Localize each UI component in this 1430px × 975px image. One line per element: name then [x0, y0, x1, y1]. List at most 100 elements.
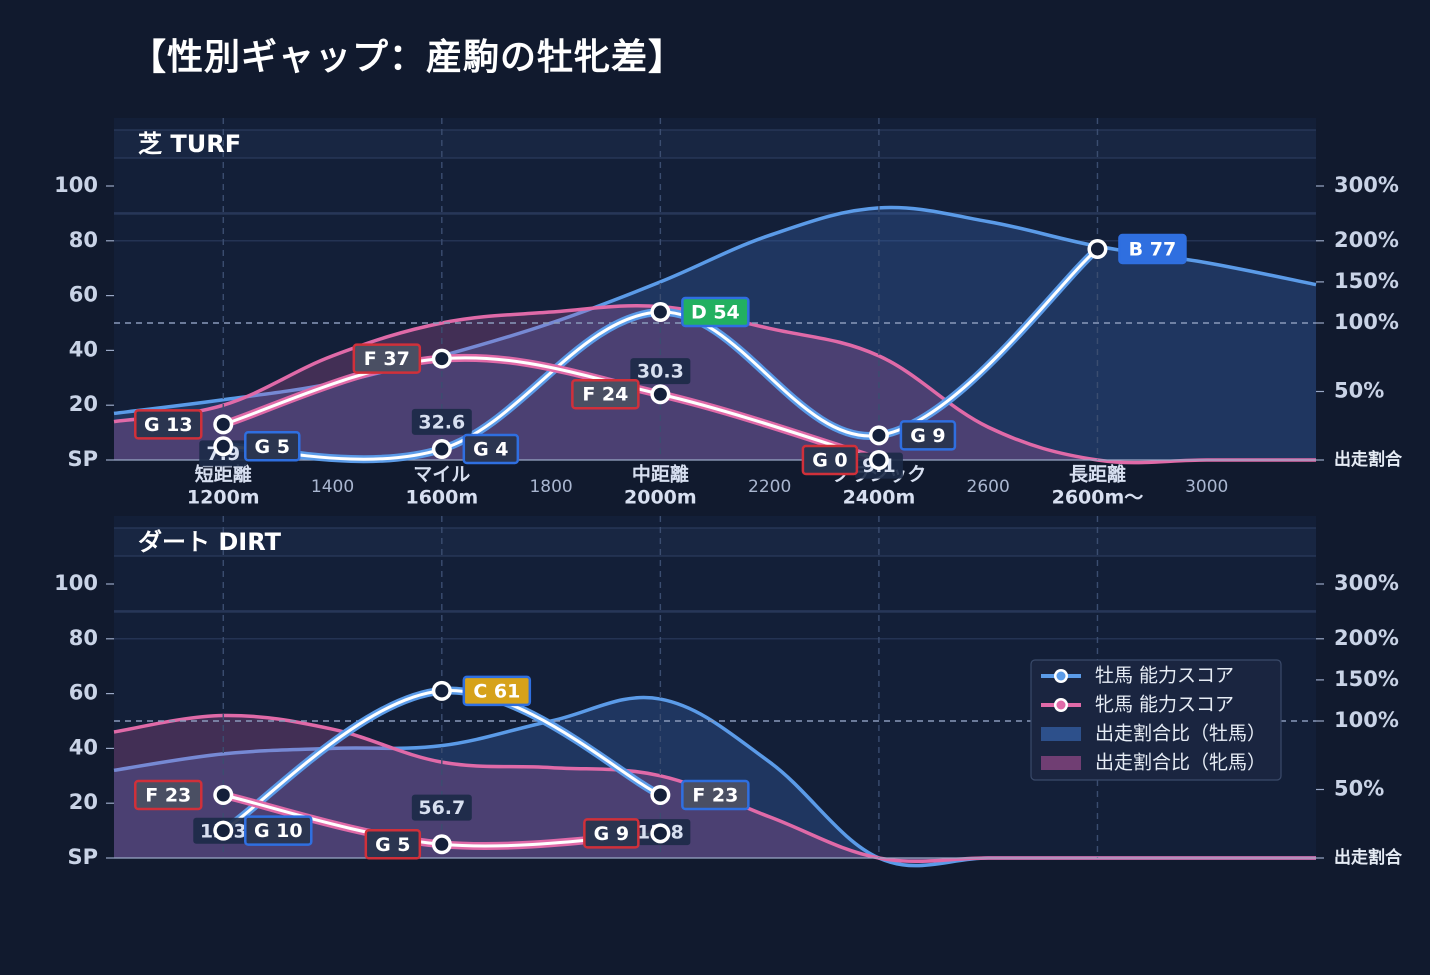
right-axis-tick-label: 50%: [1334, 777, 1384, 801]
y-tick-label: 80: [69, 626, 98, 650]
female-grade-badge: [134, 409, 203, 440]
score-marker: [435, 352, 449, 366]
right-axis-tick-label: 150%: [1334, 667, 1399, 691]
score-marker: [216, 417, 230, 431]
legend-label: 出走割合比（牝馬）: [1095, 752, 1266, 774]
grade-badge-label: F 23: [145, 784, 191, 806]
right-axis-tick-label: 100%: [1334, 310, 1399, 334]
y-tick-label: 20: [69, 790, 98, 814]
panel-label: 芝 TURF: [138, 130, 241, 158]
right-axis-tick-label: 50%: [1334, 379, 1384, 403]
y-tick-label: 40: [69, 735, 98, 759]
x-minor-tick: 1400: [311, 477, 354, 497]
female-grade-badge: [571, 378, 640, 410]
right-axis-tick-label: 200%: [1334, 626, 1399, 650]
y-tick-label: 20: [69, 392, 98, 416]
grade-badge-label: G 5: [255, 436, 290, 458]
score-marker: [872, 453, 886, 467]
score-marker: [653, 305, 667, 319]
male-grade-badge: [681, 779, 750, 811]
right-axis-tick-label: 300%: [1334, 173, 1399, 197]
score-marker: [435, 684, 449, 698]
turf-panel: SP 20 40 60 80 100 出走割合 50% 100% 150% 200% 300% 芝 TU…: [54, 118, 1403, 509]
x-category-label: マイル: [413, 464, 470, 486]
score-marker: [653, 826, 667, 840]
grade-badge-label: G 5: [375, 834, 410, 856]
grade-badge-label: G 9: [910, 425, 945, 447]
y-tick-label: 80: [69, 228, 98, 252]
legend-label: 牡馬 能力スコア: [1095, 665, 1234, 687]
grade-badge-label: G 10: [254, 820, 303, 842]
grade-badge-label: G 4: [473, 439, 508, 461]
grade-badge-label: C 61: [473, 680, 520, 702]
legend-marker-dot: [1056, 671, 1066, 681]
x-minor-tick: 2600: [967, 477, 1010, 497]
x-category-sub: 1600m: [405, 487, 478, 509]
right-axis-tick-label: 出走割合: [1334, 449, 1403, 470]
x-category-label: 長距離: [1069, 463, 1126, 486]
male-grade-badge: [681, 296, 750, 328]
legend-label: 出走割合比（牡馬）: [1095, 723, 1266, 745]
score-marker: [216, 439, 230, 453]
male-grade-badge: [462, 675, 532, 707]
y-tick-label: SP: [67, 845, 98, 869]
panel-header-band: [114, 528, 1316, 556]
gap-value-label: 30.3: [637, 361, 684, 383]
score-marker: [1090, 242, 1104, 256]
legend-area-swatch: [1041, 756, 1081, 770]
score-marker: [216, 824, 230, 838]
grade-badge-label: G 0: [812, 450, 847, 472]
right-axis-tick-label: 150%: [1334, 269, 1399, 293]
female-grade-badge: [364, 829, 422, 860]
female-score-line: [221, 356, 881, 462]
legend-marker-dot: [1056, 700, 1066, 710]
grade-badge-label: F 37: [364, 348, 410, 370]
x-minor-tick: 3000: [1185, 477, 1228, 497]
female-grade-badge: [134, 779, 203, 811]
grade-badge-label: B 77: [1129, 239, 1177, 261]
x-category-label: 中距離: [632, 463, 689, 486]
grade-badge-label: G 9: [594, 823, 629, 845]
x-category-sub: 1200m: [187, 487, 260, 509]
score-marker: [435, 442, 449, 456]
legend-label: 牝馬 能力スコア: [1095, 694, 1234, 716]
right-axis-tick-label: 出走割合: [1334, 847, 1403, 868]
x-category-sub: 2000m: [624, 487, 697, 509]
right-axis-tick-label: 200%: [1334, 228, 1399, 252]
grade-badge-label: F 24: [582, 384, 628, 406]
legend-box: [1030, 659, 1282, 781]
gap-value-box: [411, 794, 472, 821]
grade-badge-label: F 23: [692, 784, 738, 806]
male-grade-badge: [899, 420, 957, 451]
female-grade-badge: [352, 343, 422, 374]
gap-value-label: 56.7: [418, 797, 465, 819]
y-tick-label: 40: [69, 337, 98, 361]
score-marker: [216, 788, 230, 802]
male-grade-badge: [244, 815, 313, 846]
score-marker: [435, 837, 449, 851]
x-category-label: 短距離: [195, 463, 252, 486]
male-grade-badge: [1118, 233, 1187, 265]
panel-background: [114, 118, 1316, 460]
male-grade-badge: [244, 431, 301, 462]
dirt-panel: SP 20 40 60 80 100 出走割合 50% 100% 150% 200% 300% ダート …: [54, 516, 1403, 869]
score-marker: [653, 387, 667, 401]
panel-header-band: [114, 130, 1316, 158]
male-grade-badge: [462, 433, 520, 465]
ratio-area-female: [114, 715, 1316, 862]
gap-value-box: [411, 408, 472, 435]
female-grade-badge: [801, 444, 859, 476]
panel-label: ダート DIRT: [138, 528, 282, 556]
legend-area-swatch: [1041, 727, 1081, 741]
score-marker: [653, 788, 667, 802]
score-marker: [872, 428, 886, 442]
right-axis-tick-label: 100%: [1334, 708, 1399, 732]
right-axis-tick-label: 300%: [1334, 571, 1399, 595]
page-title: 【性別ギャップ：産駒の牡牝差】: [130, 37, 686, 78]
x-minor-tick: 1800: [529, 477, 572, 497]
y-tick-label: 100: [54, 571, 98, 595]
gap-value-label: 32.6: [418, 411, 465, 433]
gap-value-box: [630, 358, 691, 385]
